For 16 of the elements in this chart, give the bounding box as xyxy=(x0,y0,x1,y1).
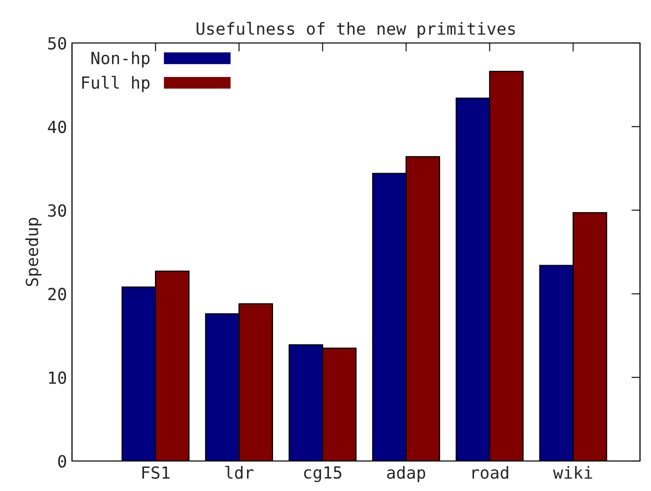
y-tick-label: 40 xyxy=(48,120,66,134)
legend-label: Non-hp xyxy=(91,51,150,68)
chart-title: Usefulness of the new primitives xyxy=(196,22,515,38)
y-axis-title: Speedup xyxy=(25,218,42,286)
x-tick-label: ldr xyxy=(225,466,254,479)
x-tick-label: road xyxy=(472,466,508,479)
x-tick-label: cg15 xyxy=(304,466,342,482)
y-tick-label: 50 xyxy=(48,37,66,50)
x-tick-label: adap xyxy=(387,466,426,482)
y-tick-label: 20 xyxy=(48,288,66,300)
x-tick-label: wiki xyxy=(553,466,592,479)
y-tick-label: 0 xyxy=(58,455,66,468)
y-tick-label: 10 xyxy=(49,371,66,384)
y-tick-label: 30 xyxy=(48,204,66,217)
legend-label: Full hp xyxy=(82,76,150,92)
x-tick-label: FS1 xyxy=(142,466,170,479)
